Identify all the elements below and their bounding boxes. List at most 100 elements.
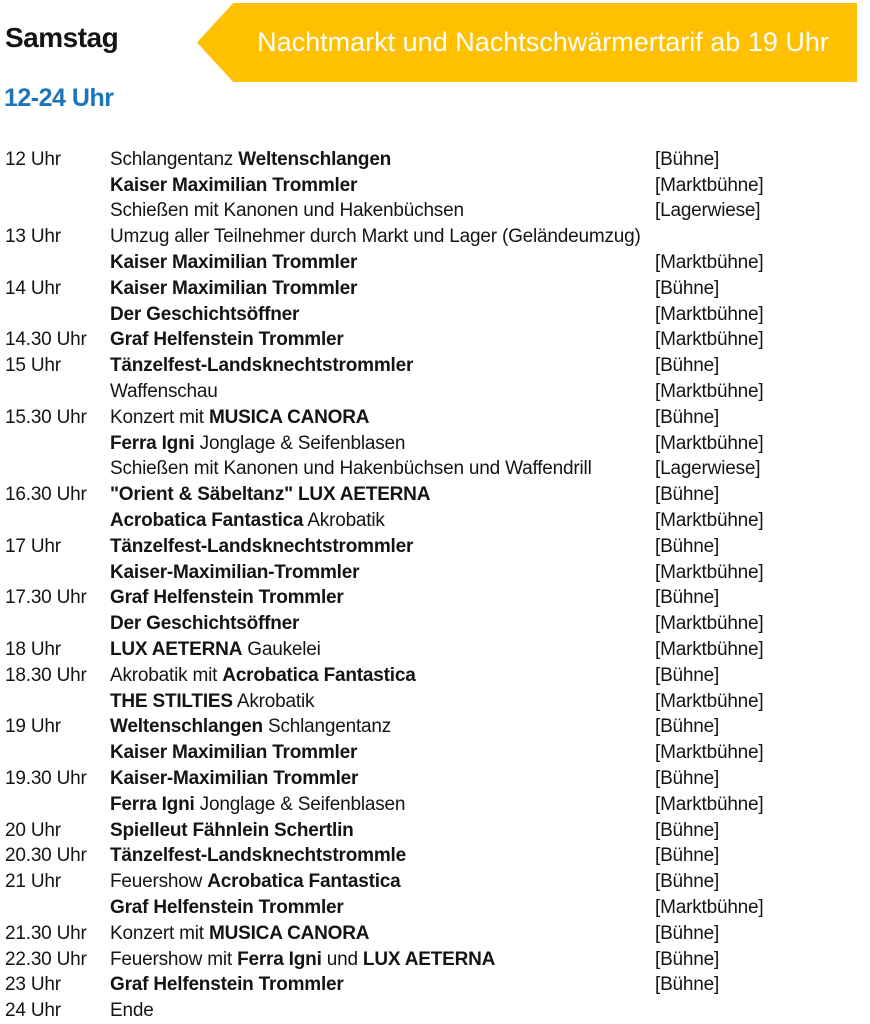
schedule-row: 20 Uhr Spielleut Fähnlein Schertlin [Büh… xyxy=(5,818,870,844)
event-cell: Spielleut Fähnlein Schertlin xyxy=(110,819,354,841)
location-cell: [Bühne] xyxy=(655,355,720,377)
time-cell: 18 Uhr xyxy=(5,639,61,661)
event-cell: Schießen mit Kanonen und Hakenbüchsen xyxy=(110,200,464,222)
location-cell: [Marktbühne] xyxy=(655,561,764,583)
location-cell: [Marktbühne] xyxy=(655,174,764,196)
location-cell: [Bühne] xyxy=(655,484,720,506)
event-cell: Kaiser Maximilian Trommler xyxy=(110,174,358,196)
schedule-row: Kaiser Maximilian Trommler [Marktbühne] xyxy=(5,173,870,199)
time-cell: 22.30 Uhr xyxy=(5,948,87,970)
schedule-row: 20.30 Uhr Tänzelfest-Landsknechtstrommle… xyxy=(5,844,870,870)
schedule-row: Schießen mit Kanonen und Hakenbüchsen un… xyxy=(5,457,870,483)
schedule-row: Graf Helfenstein Trommler [Marktbühne] xyxy=(5,895,870,921)
time-cell: 21 Uhr xyxy=(5,871,61,893)
location-cell: [Marktbühne] xyxy=(655,329,764,351)
time-cell: 23 Uhr xyxy=(5,974,61,996)
time-cell: 14.30 Uhr xyxy=(5,329,87,351)
schedule-row: 14 Uhr Kaiser Maximilian Trommler [Bühne… xyxy=(5,276,870,302)
location-cell: [Marktbühne] xyxy=(655,793,764,815)
event-cell: Acrobatica Fantastica Akrobatik xyxy=(110,510,385,532)
schedule-row: 18 Uhr LUX AETERNA Gaukelei [Marktbühne] xyxy=(5,637,870,663)
schedule-row: Der Geschichtsöffner [Marktbühne] xyxy=(5,611,870,637)
day-title: Samstag xyxy=(5,22,119,53)
location-cell: [Marktbühne] xyxy=(655,252,764,274)
event-cell: Feuershow Acrobatica Fantastica xyxy=(110,871,401,893)
schedule-row: Acrobatica Fantastica Akrobatik [Marktbü… xyxy=(5,508,870,534)
location-cell: [Marktbühne] xyxy=(655,897,764,918)
banner-text: Nachtmarkt und Nachtschwärmertarif ab 19… xyxy=(257,27,829,57)
location-cell: [Marktbühne] xyxy=(655,303,764,325)
schedule-row: 19.30 Uhr Kaiser-Maximilian Trommler [Bü… xyxy=(5,766,870,792)
schedule-row: Kaiser Maximilian Trommler [Marktbühne] xyxy=(5,250,870,276)
event-cell: Der Geschichtsöffner xyxy=(110,303,300,325)
location-cell: [Bühne] xyxy=(655,974,720,996)
time-cell: 15.30 Uhr xyxy=(5,406,87,428)
location-cell: [Lagerwiese] xyxy=(655,200,761,222)
location-cell: [Marktbühne] xyxy=(655,381,764,403)
event-cell: Feuershow mit Ferra Igni und LUX AETERNA xyxy=(110,948,496,970)
event-cell: Kaiser Maximilian Trommler xyxy=(110,277,358,299)
event-cell: Graf Helfenstein Trommler xyxy=(110,897,344,918)
location-cell: [Marktbühne] xyxy=(655,742,764,764)
schedule-table: 12 Uhr Schlangentanz Weltenschlangen [Bü… xyxy=(5,147,870,1024)
location-cell: [Lagerwiese] xyxy=(655,458,761,480)
schedule-row: Kaiser-Maximilian-Trommler [Marktbühne] xyxy=(5,560,870,586)
schedule-row: 14.30 Uhr Graf Helfenstein Trommler [Mar… xyxy=(5,328,870,354)
time-cell: 16.30 Uhr xyxy=(5,484,87,506)
event-cell: Tänzelfest-Landsknechtstrommler xyxy=(110,535,414,557)
event-cell: Tänzelfest-Landsknechtstrommle xyxy=(110,845,406,867)
location-cell: [Bühne] xyxy=(655,664,720,686)
schedule-row: 22.30 Uhr Feuershow mit Ferra Igni und L… xyxy=(5,947,870,973)
schedule-row: 21 Uhr Feuershow Acrobatica Fantastica [… xyxy=(5,869,870,895)
location-cell: [Bühne] xyxy=(655,587,720,609)
location-cell: [Marktbühne] xyxy=(655,432,764,454)
event-cell: Kaiser-Maximilian-Trommler xyxy=(110,561,360,583)
schedule-row: Ferra Igni Jonglage & Seifenblasen [Mark… xyxy=(5,792,870,818)
time-cell: 15 Uhr xyxy=(5,355,61,377)
event-cell: Schlangentanz Weltenschlangen xyxy=(110,148,392,170)
schedule-row: Der Geschichtsöffner [Marktbühne] xyxy=(5,302,870,328)
time-cell: 19.30 Uhr xyxy=(5,768,87,790)
location-cell: [Marktbühne] xyxy=(655,613,764,635)
schedule-row: 23 Uhr Graf Helfenstein Trommler [Bühne] xyxy=(5,973,870,999)
location-cell: [Bühne] xyxy=(655,716,720,738)
time-cell: 17.30 Uhr xyxy=(5,587,87,609)
night-market-banner: Nachtmarkt und Nachtschwärmertarif ab 19… xyxy=(197,3,857,82)
time-cell: 18.30 Uhr xyxy=(5,664,87,686)
schedule-row: Kaiser Maximilian Trommler [Marktbühne] xyxy=(5,740,870,766)
event-cell: Ferra Igni Jonglage & Seifenblasen xyxy=(110,432,406,454)
schedule-row: 19 Uhr Weltenschlangen Schlangentanz [Bü… xyxy=(5,715,870,741)
schedule-row: 21.30 Uhr Konzert mit MUSICA CANORA [Büh… xyxy=(5,921,870,947)
location-cell: [Bühne] xyxy=(655,845,720,867)
location-cell: [Bühne] xyxy=(655,406,720,428)
location-cell: [Bühne] xyxy=(655,922,720,944)
event-cell: Schießen mit Kanonen und Hakenbüchsen un… xyxy=(110,458,592,480)
schedule-row: Waffenschau [Marktbühne] xyxy=(5,379,870,405)
time-cell: 20 Uhr xyxy=(5,819,61,841)
event-cell: Ende xyxy=(110,1000,154,1022)
location-cell: [Bühne] xyxy=(655,535,720,557)
time-cell: 17 Uhr xyxy=(5,535,61,557)
event-cell: Graf Helfenstein Trommler xyxy=(110,329,344,351)
event-cell: Waffenschau xyxy=(110,381,218,403)
location-cell: [Bühne] xyxy=(655,819,720,841)
time-cell: 19 Uhr xyxy=(5,716,61,738)
time-cell: 13 Uhr xyxy=(5,226,61,248)
schedule-row: THE STILTIES Akrobatik [Marktbühne] xyxy=(5,689,870,715)
schedule-row: 12 Uhr Schlangentanz Weltenschlangen [Bü… xyxy=(5,147,870,173)
location-cell: [Bühne] xyxy=(655,148,720,170)
event-cell: Akrobatik mit Acrobatica Fantastica xyxy=(110,664,416,686)
event-cell: Konzert mit MUSICA CANORA xyxy=(110,406,370,428)
schedule-row: 15 Uhr Tänzelfest-Landsknechtstrommler [… xyxy=(5,353,870,379)
event-cell: Der Geschichtsöffner xyxy=(110,613,300,635)
schedule-row: Schießen mit Kanonen und Hakenbüchsen [L… xyxy=(5,199,870,225)
time-cell: 14 Uhr xyxy=(5,277,61,299)
event-cell: LUX AETERNA Gaukelei xyxy=(110,639,321,661)
location-cell: [Bühne] xyxy=(655,768,720,790)
schedule-row: 17.30 Uhr Graf Helfenstein Trommler [Büh… xyxy=(5,586,870,612)
event-cell: "Orient & Säbeltanz" LUX AETERNA xyxy=(110,484,431,506)
event-cell: Kaiser Maximilian Trommler xyxy=(110,252,358,274)
location-cell: [Bühne] xyxy=(655,277,720,299)
schedule-row: 18.30 Uhr Akrobatik mit Acrobatica Fanta… xyxy=(5,663,870,689)
